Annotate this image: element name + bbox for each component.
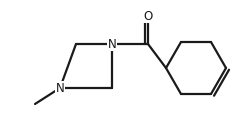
Text: N: N — [108, 38, 116, 51]
Text: N: N — [56, 81, 64, 94]
Text: O: O — [144, 10, 152, 23]
